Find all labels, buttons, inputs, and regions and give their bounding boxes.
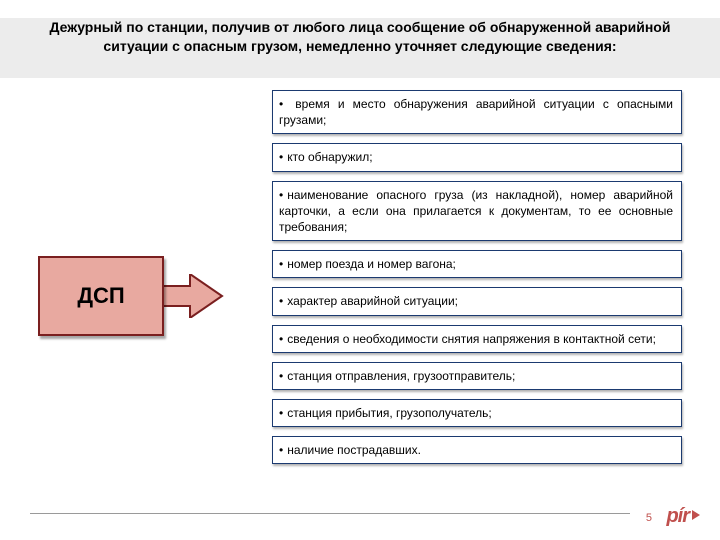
footer-divider <box>30 513 630 514</box>
dsp-box: ДСП <box>38 256 164 336</box>
list-item: •станция отправления, грузоотправитель; <box>272 362 682 390</box>
item-list: • время и место обнаружения аварийной си… <box>272 90 682 473</box>
rzd-logo: pír <box>666 505 700 528</box>
item-text: станция отправления, грузоотправитель; <box>287 369 515 383</box>
item-text: наименование опасного груза (из накладно… <box>279 188 673 234</box>
list-item: •станция прибытия, грузополучатель; <box>272 399 682 427</box>
slide: Дежурный по станции, получив от любого л… <box>0 0 720 540</box>
item-text: номер поезда и номер вагона; <box>287 257 456 271</box>
item-text: характер аварийной ситуации; <box>287 294 458 308</box>
list-item: •наличие пострадавших. <box>272 436 682 464</box>
item-text: станция прибытия, грузополучатель; <box>287 406 492 420</box>
list-item: •номер поезда и номер вагона; <box>272 250 682 278</box>
list-item: •кто обнаружил; <box>272 143 682 171</box>
item-text: наличие пострадавших. <box>287 443 421 457</box>
page-number: 5 <box>646 512 652 524</box>
dsp-block: ДСП <box>38 256 208 336</box>
arrow-right-icon <box>160 274 224 318</box>
list-item: •характер аварийной ситуации; <box>272 287 682 315</box>
page-title: Дежурный по станции, получив от любого л… <box>40 18 680 56</box>
list-item: • время и место обнаружения аварийной си… <box>272 90 682 134</box>
item-text: время и место обнаружения аварийной ситу… <box>279 97 673 127</box>
list-item: •сведения о необходимости снятия напряже… <box>272 325 682 353</box>
list-item: •наименование опасного груза (из накладн… <box>272 181 682 242</box>
item-text: кто обнаружил; <box>287 150 372 164</box>
dsp-label: ДСП <box>77 283 124 309</box>
item-text: сведения о необходимости снятия напряжен… <box>287 332 656 346</box>
